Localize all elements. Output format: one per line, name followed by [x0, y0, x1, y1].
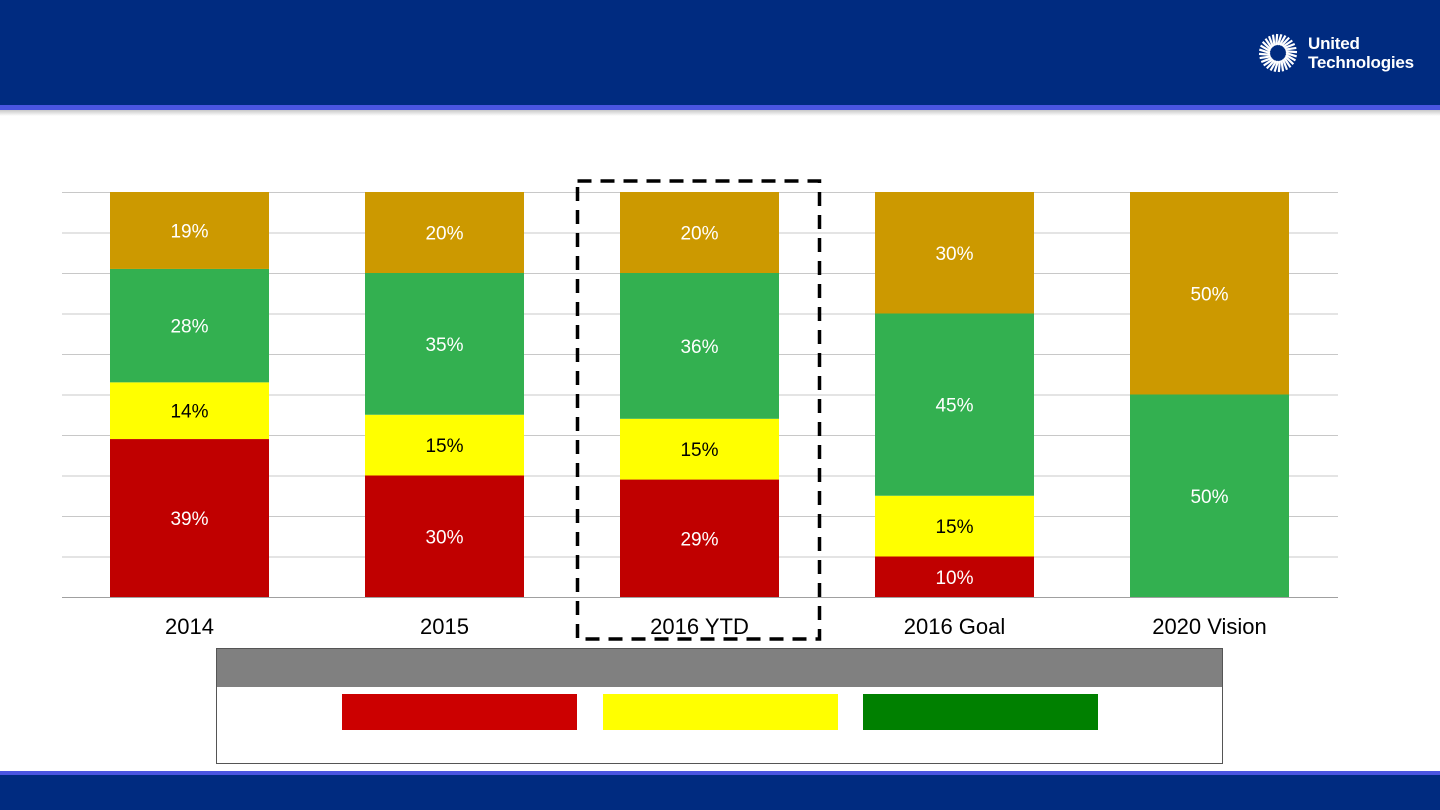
legend-swatch-green — [863, 694, 1098, 730]
data-label: 50% — [1190, 284, 1228, 305]
logo-ray — [1283, 42, 1296, 50]
bar-segment — [620, 418, 779, 480]
category-label: 2020 Vision — [1152, 614, 1267, 639]
bar-segment — [365, 414, 524, 476]
bar-segment — [365, 273, 524, 415]
logo-ray — [1259, 55, 1271, 60]
legend-swatch-yellow — [603, 694, 838, 730]
header-accent-line — [0, 105, 1440, 110]
legend-header — [217, 649, 1222, 687]
data-label: 10% — [935, 568, 973, 589]
logo-line-1: United — [1308, 34, 1360, 53]
bar-segment — [110, 382, 269, 440]
logo-ray — [1280, 60, 1285, 72]
data-label: 20% — [425, 224, 463, 245]
data-label: 15% — [935, 517, 973, 538]
highlight-dashed-box — [575, 179, 822, 641]
category-label: 2014 — [165, 614, 214, 639]
logo-ray — [1276, 33, 1283, 46]
footer-accent-line — [0, 771, 1440, 775]
logo-ray — [1258, 52, 1271, 56]
data-label: 15% — [425, 436, 463, 457]
footer-bar — [0, 775, 1440, 810]
data-label: 20% — [680, 224, 718, 245]
logo-ray — [1285, 50, 1298, 54]
logo-ray — [1281, 58, 1289, 71]
data-label: 45% — [935, 396, 973, 417]
logo-ray — [1285, 51, 1298, 58]
data-label: 39% — [170, 509, 208, 530]
logo-text: United Technologies — [1308, 34, 1414, 72]
bar-segment — [1130, 394, 1289, 597]
logo-ray — [1277, 60, 1281, 73]
logo-ray — [1267, 35, 1275, 48]
bar-segment — [620, 192, 779, 273]
data-label: 19% — [170, 221, 208, 242]
logo-ray — [1258, 48, 1271, 55]
bar-segment — [620, 479, 779, 597]
logo-ray — [1264, 38, 1273, 49]
logo-ray — [1266, 59, 1276, 70]
logo-ray — [1280, 36, 1290, 47]
logo-ray — [1282, 39, 1293, 48]
logo-ray — [1285, 53, 1297, 62]
bar-segment — [110, 268, 269, 383]
data-label: 50% — [1190, 487, 1228, 508]
category-label: 2015 — [420, 614, 469, 639]
logo-ray — [1259, 44, 1271, 53]
company-logo: United Technologies — [1258, 33, 1428, 77]
header-bar — [0, 0, 1440, 105]
header-shadow — [0, 110, 1440, 116]
stacked-bar-chart: 39% 14% 28% 19% 2014 30% 15% 35% 20% 2015 29% 15% 36… — [62, 179, 1338, 641]
bar-segment — [620, 273, 779, 419]
logo-ray — [1263, 58, 1274, 67]
logo-ray — [1275, 33, 1279, 46]
legend-swatch-red — [342, 694, 577, 730]
data-label: 14% — [170, 402, 208, 423]
bar-segment — [875, 556, 1034, 597]
logo-ray — [1269, 60, 1278, 72]
logo-ray — [1284, 55, 1295, 65]
bar-segment — [875, 495, 1034, 557]
data-label: 35% — [425, 335, 463, 356]
logo-ray — [1260, 56, 1273, 64]
data-label: 28% — [170, 317, 208, 338]
data-label: 30% — [425, 527, 463, 548]
bar-segment — [365, 192, 524, 273]
legend-panel — [216, 648, 1223, 764]
bar-segment — [875, 313, 1034, 496]
sunburst-logo-icon — [1258, 33, 1298, 73]
logo-ray — [1273, 60, 1280, 73]
bar-segment — [110, 439, 269, 597]
bar-segment — [875, 192, 1034, 314]
logo-line-2: Technologies — [1308, 53, 1414, 72]
logo-ray — [1278, 34, 1287, 46]
logo-ray — [1283, 57, 1292, 68]
logo-ray — [1261, 41, 1272, 51]
bar-segment — [1130, 192, 1289, 395]
data-label: 36% — [680, 337, 718, 358]
logo-ray — [1271, 34, 1276, 46]
data-label: 30% — [935, 244, 973, 265]
bar-segment — [110, 192, 269, 269]
category-label: 2016 Goal — [904, 614, 1006, 639]
logo-ray — [1285, 46, 1297, 51]
data-label: 29% — [680, 529, 718, 550]
bar-segment — [365, 475, 524, 597]
data-label: 15% — [680, 440, 718, 461]
category-label: 2016 YTD — [650, 614, 749, 639]
